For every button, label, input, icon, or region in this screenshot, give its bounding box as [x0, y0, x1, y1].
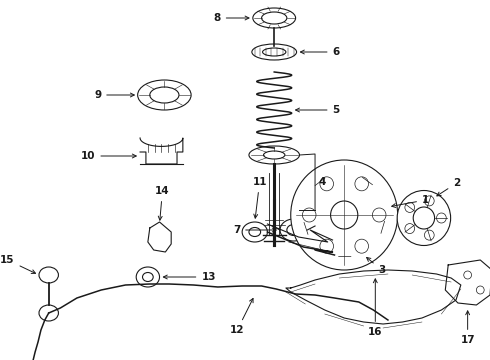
- Ellipse shape: [138, 80, 191, 110]
- Circle shape: [372, 208, 386, 222]
- Text: 5: 5: [295, 105, 340, 115]
- Text: 10: 10: [81, 151, 136, 161]
- Ellipse shape: [242, 222, 268, 242]
- Circle shape: [320, 239, 334, 253]
- Text: 12: 12: [230, 298, 253, 335]
- Circle shape: [355, 177, 368, 191]
- Text: 9: 9: [94, 90, 134, 100]
- Circle shape: [302, 208, 316, 222]
- Text: 3: 3: [367, 257, 386, 275]
- Ellipse shape: [136, 267, 160, 287]
- Text: 11: 11: [252, 177, 267, 218]
- Text: 7: 7: [233, 225, 276, 235]
- Text: 13: 13: [163, 272, 216, 282]
- Ellipse shape: [253, 8, 295, 28]
- Text: 15: 15: [0, 255, 35, 274]
- Ellipse shape: [280, 219, 307, 241]
- Text: 8: 8: [214, 13, 249, 23]
- Text: 17: 17: [460, 311, 475, 345]
- Text: 6: 6: [300, 47, 340, 57]
- Ellipse shape: [252, 44, 296, 60]
- Ellipse shape: [249, 146, 299, 164]
- Ellipse shape: [397, 190, 451, 246]
- Text: 4: 4: [319, 177, 326, 187]
- Ellipse shape: [291, 160, 398, 270]
- Ellipse shape: [331, 201, 358, 229]
- Circle shape: [355, 239, 368, 253]
- Text: 2: 2: [437, 178, 460, 196]
- Text: 1: 1: [392, 195, 429, 207]
- Text: 16: 16: [368, 279, 383, 337]
- Text: 14: 14: [155, 186, 170, 220]
- Circle shape: [320, 177, 334, 191]
